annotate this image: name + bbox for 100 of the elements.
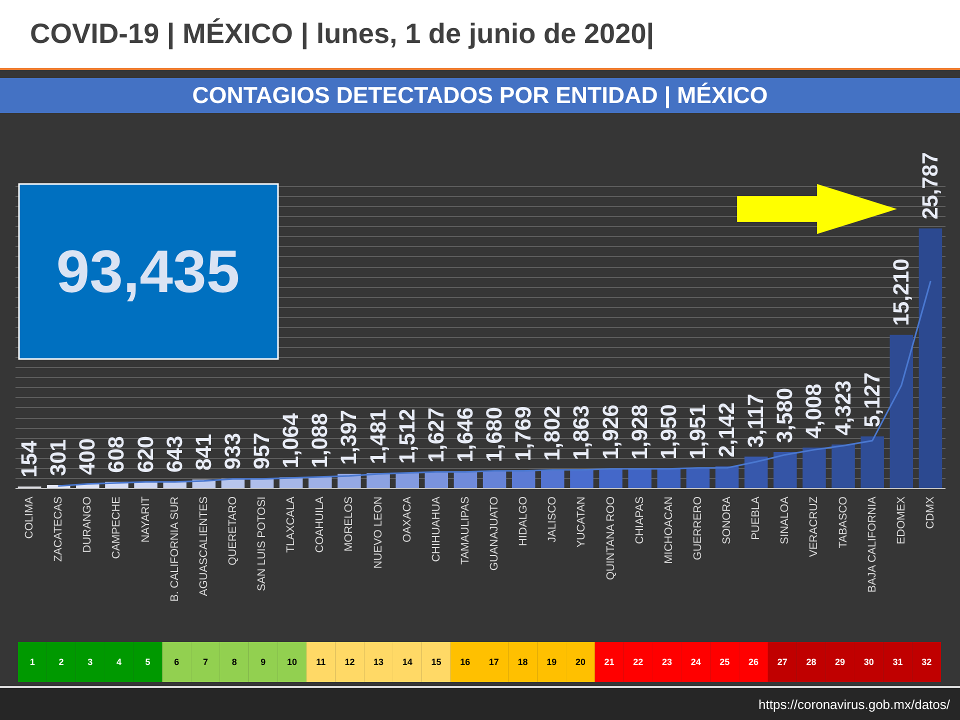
- x-tick-label: MORELOS: [343, 496, 356, 552]
- data-label: 154: [16, 440, 42, 478]
- data-label: 11: [316, 657, 326, 667]
- x-tick-label: CAMPECHE: [110, 496, 123, 559]
- data-label: 2: [58, 657, 64, 667]
- x-tick-label: NAYARIT: [140, 496, 152, 543]
- x-tick-label: SONORA: [721, 496, 734, 544]
- x-tick-label: TABASCO: [837, 496, 850, 548]
- data-label: 301: [46, 439, 71, 476]
- data-label: 13: [374, 657, 384, 667]
- data-label: 1,064: [278, 412, 304, 468]
- x-tick-label: CHIAPAS: [634, 496, 646, 544]
- data-label: 1,512: [394, 408, 420, 464]
- x-tick-label: VERACRUZ: [808, 496, 820, 558]
- x-tick-label: ZACATECAS: [52, 496, 65, 562]
- data-label: 4,008: [801, 384, 826, 439]
- data-label: 7: [202, 657, 208, 667]
- x-tick-label: GUANAJUATO: [488, 496, 501, 571]
- x-tick-label: HIDALGO: [518, 496, 530, 546]
- data-label: 32: [922, 657, 932, 667]
- x-tick-label: COLIMA: [24, 496, 36, 539]
- x-tick-label: YUCATAN: [576, 496, 588, 548]
- data-label: 1,802: [540, 406, 565, 461]
- x-tick-label: OAXACA: [401, 496, 414, 542]
- data-label: 8: [232, 657, 237, 667]
- data-label: 29: [835, 657, 846, 667]
- data-label: 3,580: [772, 388, 798, 443]
- data-label: 957: [249, 432, 274, 470]
- data-label: 5,127: [859, 372, 884, 428]
- data-label: 1: [30, 657, 35, 667]
- chart-title: COVID-19 | MÉXICO | lunes, 1 de junio de 2020|: [30, 18, 654, 50]
- data-label: 15: [431, 657, 442, 667]
- data-label: 1,646: [452, 407, 478, 462]
- x-tick-label: NUEVO LEON: [372, 496, 384, 569]
- data-label: 28: [806, 657, 816, 667]
- data-label: 1,397: [336, 410, 362, 465]
- data-label: 23: [662, 657, 672, 667]
- x-tick-label: DURANGO: [82, 496, 94, 553]
- x-tick-label: COAHUILA: [314, 496, 326, 553]
- x-tick-label: GUERRERO: [692, 496, 704, 560]
- data-label: 1,951: [684, 404, 710, 460]
- data-label: 643: [162, 436, 187, 473]
- data-label: 2,142: [714, 402, 740, 458]
- data-label: 25,787: [917, 152, 942, 220]
- data-label: 26: [748, 657, 759, 667]
- x-tick-label: TAMAULIPAS: [459, 496, 472, 565]
- data-label: 27: [777, 657, 788, 667]
- data-label: 4,323: [830, 380, 856, 436]
- x-tick-label: SINALOA: [779, 496, 792, 544]
- data-label: 1,863: [568, 405, 594, 460]
- data-label: 4: [116, 657, 122, 667]
- x-tick-label: SAN LUIS POTOSI: [256, 496, 268, 592]
- data-label: 14: [402, 657, 412, 667]
- data-label: 21: [604, 657, 614, 667]
- x-tick-label: MICHOACAN: [662, 496, 675, 564]
- data-label: 31: [892, 657, 903, 667]
- x-tick-label: JALISCO: [546, 496, 559, 542]
- data-label: 17: [488, 657, 499, 667]
- x-tick-label: QUINTANA ROO: [604, 496, 617, 580]
- data-label: 6: [174, 657, 180, 667]
- x-tick-label: QUERETARO: [226, 496, 239, 566]
- data-label: 620: [132, 436, 158, 473]
- data-label: 9: [260, 657, 266, 667]
- data-label: 22: [633, 657, 644, 667]
- data-label: 24: [690, 657, 701, 667]
- data-label: 1,769: [510, 406, 536, 462]
- data-label: 1,627: [423, 408, 448, 463]
- data-label: 1,928: [626, 404, 652, 460]
- data-label: 1,926: [598, 404, 623, 460]
- data-label: 400: [74, 438, 100, 475]
- x-tick-label: PUEBLA: [750, 496, 762, 540]
- data-label: 1,680: [482, 407, 507, 462]
- data-label: 25: [720, 657, 730, 667]
- chart-subtitle: CONTAGIOS DETECTADOS POR ENTIDAD | MÉXICO: [192, 82, 768, 109]
- x-tick-label: AGUASCALIENTES: [198, 496, 210, 596]
- text: https://coronavirus.gob.mx/datos/: [758, 697, 950, 712]
- data-label: 1,088: [307, 412, 332, 468]
- data-label: 30: [864, 657, 874, 667]
- data-label: 5: [145, 657, 150, 667]
- data-label: 10: [287, 657, 298, 667]
- data-label: 933: [220, 432, 245, 470]
- x-tick-label: CDMX: [924, 496, 936, 529]
- x-tick-label: TLAXCALA: [285, 496, 298, 553]
- data-label: 841: [190, 434, 216, 471]
- data-label: 15,210: [888, 258, 914, 326]
- data-label: 1,481: [365, 409, 390, 464]
- data-label: 20: [575, 657, 586, 667]
- data-label: 3: [88, 657, 93, 667]
- data-label: 3,117: [743, 394, 768, 448]
- x-tick-label: CHIHUAHUA: [430, 496, 442, 562]
- data-label: 12: [344, 657, 355, 667]
- data-label: 19: [546, 657, 557, 667]
- annotation: 93,435: [56, 238, 240, 305]
- x-tick-label: B. CALIFORNIA SUR: [168, 496, 181, 602]
- data-label: 1,950: [656, 404, 681, 460]
- data-label: 18: [518, 657, 528, 667]
- x-tick-label: BAJA CALIFORNIA: [866, 496, 878, 592]
- x-tick-label: EDOMEX: [895, 496, 908, 544]
- data-label: 608: [104, 436, 129, 473]
- data-label: 16: [460, 657, 470, 667]
